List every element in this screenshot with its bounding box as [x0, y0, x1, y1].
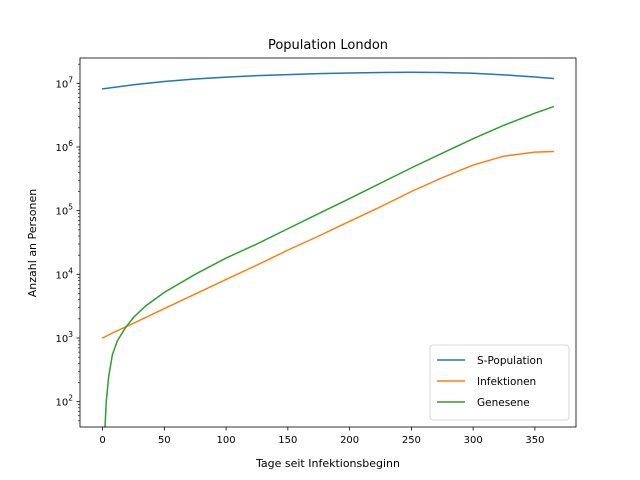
- axes-frame: [79, 57, 577, 428]
- series-line-s-population: [101, 71, 555, 90]
- plot-lines: [101, 71, 555, 428]
- y-ticks: 102 103 104 105 106 107: [55, 63, 80, 422]
- x-tick-label: 0: [99, 435, 105, 446]
- y-tick-label: 104: [55, 266, 73, 281]
- legend-label: S-Population: [477, 355, 543, 367]
- y-axis-label: Anzahl an Personen: [26, 189, 39, 297]
- x-tick-label: 200: [340, 435, 359, 446]
- x-tick-label: 150: [278, 435, 297, 446]
- legend-label: Infektionen: [477, 376, 536, 388]
- x-tick-label: 350: [525, 435, 544, 446]
- legend: S-Population Infektionen Genesene: [429, 344, 570, 421]
- x-tick-label: 300: [464, 435, 483, 446]
- y-tick-label: 106: [55, 139, 73, 154]
- y-tick-label: 102: [55, 394, 73, 409]
- series-line-genesene: [104, 105, 555, 428]
- y-tick-label: 103: [55, 330, 73, 345]
- chart-title: Population London: [268, 38, 388, 53]
- x-tick-label: 250: [402, 435, 421, 446]
- x-tick-label: 50: [158, 435, 171, 446]
- y-tick-label: 107: [55, 75, 73, 90]
- series-line-infektionen: [101, 150, 555, 339]
- y-tick-label: 105: [55, 203, 73, 218]
- legend-label: Genesene: [477, 397, 530, 409]
- x-tick-label: 100: [217, 435, 236, 446]
- x-axis-label: Tage seit Infektionsbeginn: [255, 457, 400, 470]
- x-ticks: 0 50 100 150 200 250 300 350: [99, 427, 544, 446]
